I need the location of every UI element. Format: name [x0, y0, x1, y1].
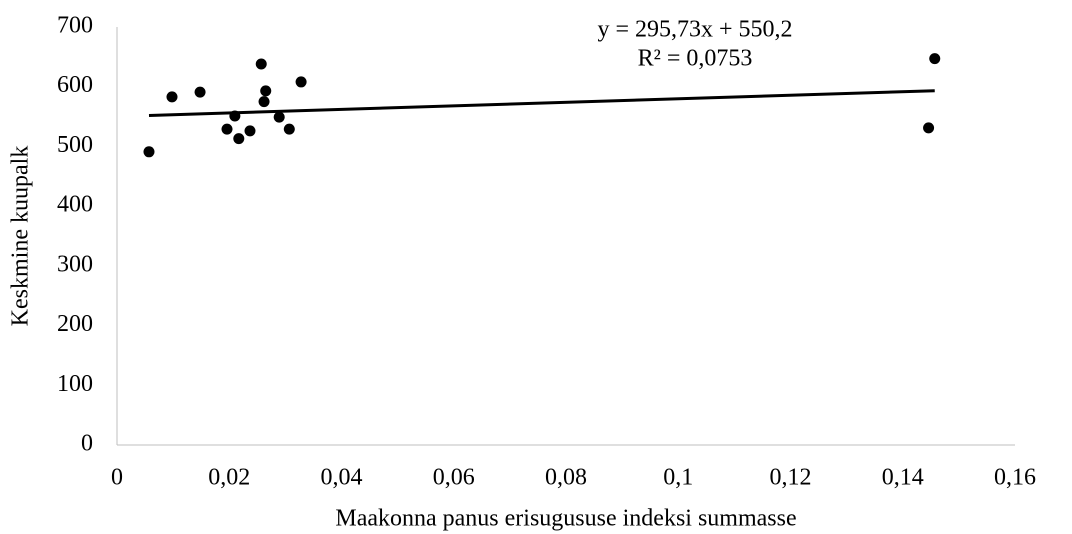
- y-tick-label: 200: [57, 311, 93, 337]
- x-tick-label: 0,04: [321, 465, 363, 491]
- x-tick-label: 0,12: [770, 465, 812, 491]
- trendline-equation: y = 295,73x + 550,2: [597, 17, 792, 43]
- x-tick-label: 0,14: [882, 465, 924, 491]
- scatter-point: [929, 53, 941, 65]
- y-tick-label: 500: [57, 132, 93, 158]
- scatter-point: [923, 122, 935, 134]
- scatter-point: [221, 123, 233, 135]
- x-tick-label: 0,1: [663, 465, 693, 491]
- trendline-r-squared: R² = 0,0753: [638, 46, 753, 72]
- scatter-point: [260, 85, 272, 97]
- scatter-point: [233, 133, 245, 145]
- y-tick-label: 100: [57, 371, 93, 397]
- x-axis-label: Maakonna panus erisugususe indeksi summa…: [335, 506, 796, 532]
- y-tick-label: 600: [57, 72, 93, 98]
- scatter-point: [295, 76, 307, 88]
- scatter-point: [273, 111, 285, 123]
- scatter-point: [166, 91, 178, 103]
- scatter-point: [194, 86, 206, 98]
- y-tick-label: 300: [57, 251, 93, 277]
- scatter-point: [258, 96, 270, 108]
- scatter-point: [229, 110, 241, 122]
- x-tick-label: 0,16: [994, 465, 1036, 491]
- x-tick-label: 0,08: [545, 465, 587, 491]
- scatter-point: [143, 146, 155, 158]
- x-tick-label: 0: [111, 465, 123, 491]
- x-tick-label: 0,02: [208, 465, 250, 491]
- x-tick-label: 0,06: [433, 465, 475, 491]
- scatter-point: [244, 125, 256, 137]
- y-tick-label: 0: [81, 431, 93, 457]
- y-tick-label: 700: [57, 13, 93, 39]
- scatter-point: [255, 58, 267, 70]
- y-tick-label: 400: [57, 192, 93, 218]
- y-axis-label: Keskmine kuupalk: [8, 146, 34, 327]
- scatter-point: [283, 123, 295, 135]
- trendline: [148, 89, 935, 117]
